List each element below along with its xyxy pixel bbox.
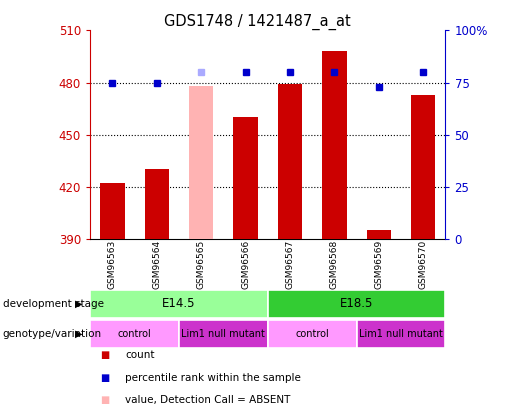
Bar [90,320,179,348]
Text: development stage: development stage [3,299,104,309]
Text: genotype/variation: genotype/variation [3,329,101,339]
Bar [179,320,268,348]
Bar [233,117,258,239]
Text: GSM96564: GSM96564 [152,240,161,289]
Text: ■: ■ [100,373,110,383]
Text: control: control [117,329,151,339]
Text: ▶: ▶ [75,329,82,339]
Bar [268,320,356,348]
Text: ▶: ▶ [75,299,82,309]
Text: GDS1748 / 1421487_a_at: GDS1748 / 1421487_a_at [164,14,351,30]
Text: control: control [295,329,329,339]
Text: GSM96570: GSM96570 [419,240,428,289]
Text: Lim1 null mutant: Lim1 null mutant [359,329,443,339]
Bar [356,320,445,348]
Text: percentile rank within the sample: percentile rank within the sample [125,373,301,383]
Bar [145,169,169,239]
Bar [322,51,347,239]
Text: value, Detection Call = ABSENT: value, Detection Call = ABSENT [125,395,290,405]
Bar [100,183,125,239]
Text: GSM96568: GSM96568 [330,240,339,289]
Text: GSM96567: GSM96567 [285,240,295,289]
Text: ■: ■ [100,395,110,405]
Text: E14.5: E14.5 [162,297,196,310]
Text: ■: ■ [100,350,110,360]
Text: GSM96569: GSM96569 [374,240,383,289]
Bar [411,95,436,239]
Text: count: count [125,350,154,360]
Text: GSM96563: GSM96563 [108,240,117,289]
Bar [367,230,391,239]
Bar [278,84,302,239]
Bar [90,290,268,318]
Text: Lim1 null mutant: Lim1 null mutant [181,329,265,339]
Bar [268,290,445,318]
Text: GSM96566: GSM96566 [241,240,250,289]
Text: GSM96565: GSM96565 [197,240,205,289]
Bar [189,86,213,239]
Text: E18.5: E18.5 [340,297,373,310]
